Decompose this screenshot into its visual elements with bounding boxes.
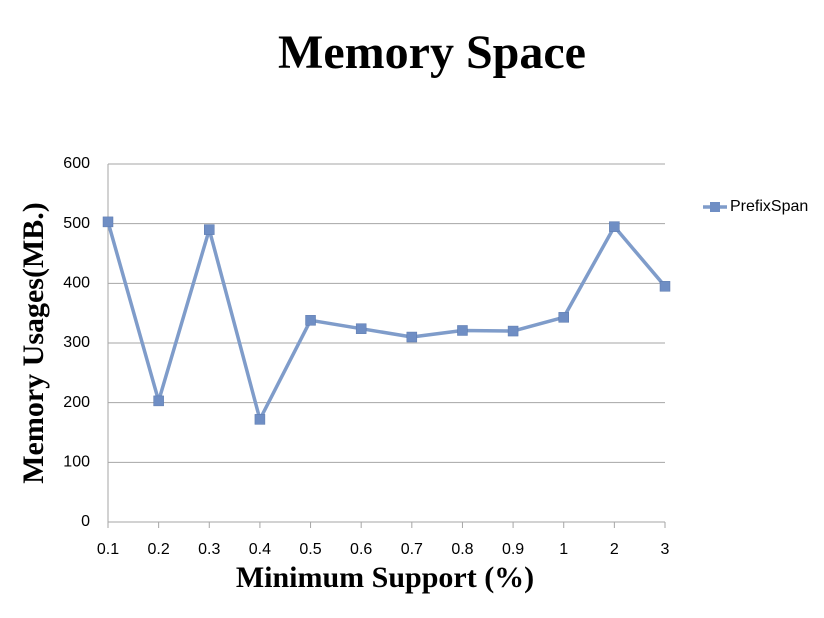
data-point bbox=[204, 224, 215, 235]
data-point bbox=[609, 221, 620, 232]
x-tick-label: 0.5 bbox=[299, 541, 321, 558]
x-tick-label: 0.6 bbox=[350, 541, 372, 558]
data-point bbox=[102, 216, 114, 228]
data-point bbox=[153, 395, 164, 407]
data-point bbox=[457, 325, 468, 336]
data-point bbox=[558, 312, 569, 323]
chart-title: Memory Space bbox=[278, 26, 586, 79]
y-tick-label: 100 bbox=[63, 454, 90, 471]
x-tick-label: 0.1 bbox=[97, 541, 119, 558]
y-tick-label: 200 bbox=[63, 394, 90, 411]
x-tick-label: 0.8 bbox=[451, 541, 473, 558]
data-line bbox=[106, 221, 667, 422]
y-tick-label: 500 bbox=[63, 215, 90, 232]
y-tick-label: 300 bbox=[63, 334, 90, 351]
legend-label: PrefixSpan bbox=[730, 198, 808, 215]
x-tick-label: 3 bbox=[661, 541, 670, 558]
data-point bbox=[659, 281, 671, 292]
x-tick-label: 0.2 bbox=[148, 541, 170, 558]
x-tick-label: 0.9 bbox=[502, 541, 524, 558]
data-point bbox=[254, 414, 266, 425]
x-axis-label: Minimum Support (%) bbox=[236, 561, 534, 594]
y-tick-label: 0 bbox=[81, 513, 90, 530]
data-point bbox=[305, 315, 316, 326]
x-tick-label: 0.4 bbox=[249, 541, 271, 558]
data-point bbox=[355, 323, 367, 334]
data-point bbox=[406, 331, 418, 343]
y-tick-label: 600 bbox=[63, 155, 90, 172]
x-tick-label: 2 bbox=[610, 541, 619, 558]
y-tick-label: 400 bbox=[63, 275, 90, 292]
y-axis-label: Memory Usages(MB.) bbox=[17, 202, 50, 484]
x-tick-label: 1 bbox=[559, 541, 568, 558]
data-point bbox=[507, 325, 519, 337]
x-tick-label: 0.3 bbox=[198, 541, 220, 558]
x-tick-label: 0.7 bbox=[401, 541, 423, 558]
legend-marker bbox=[710, 202, 720, 212]
